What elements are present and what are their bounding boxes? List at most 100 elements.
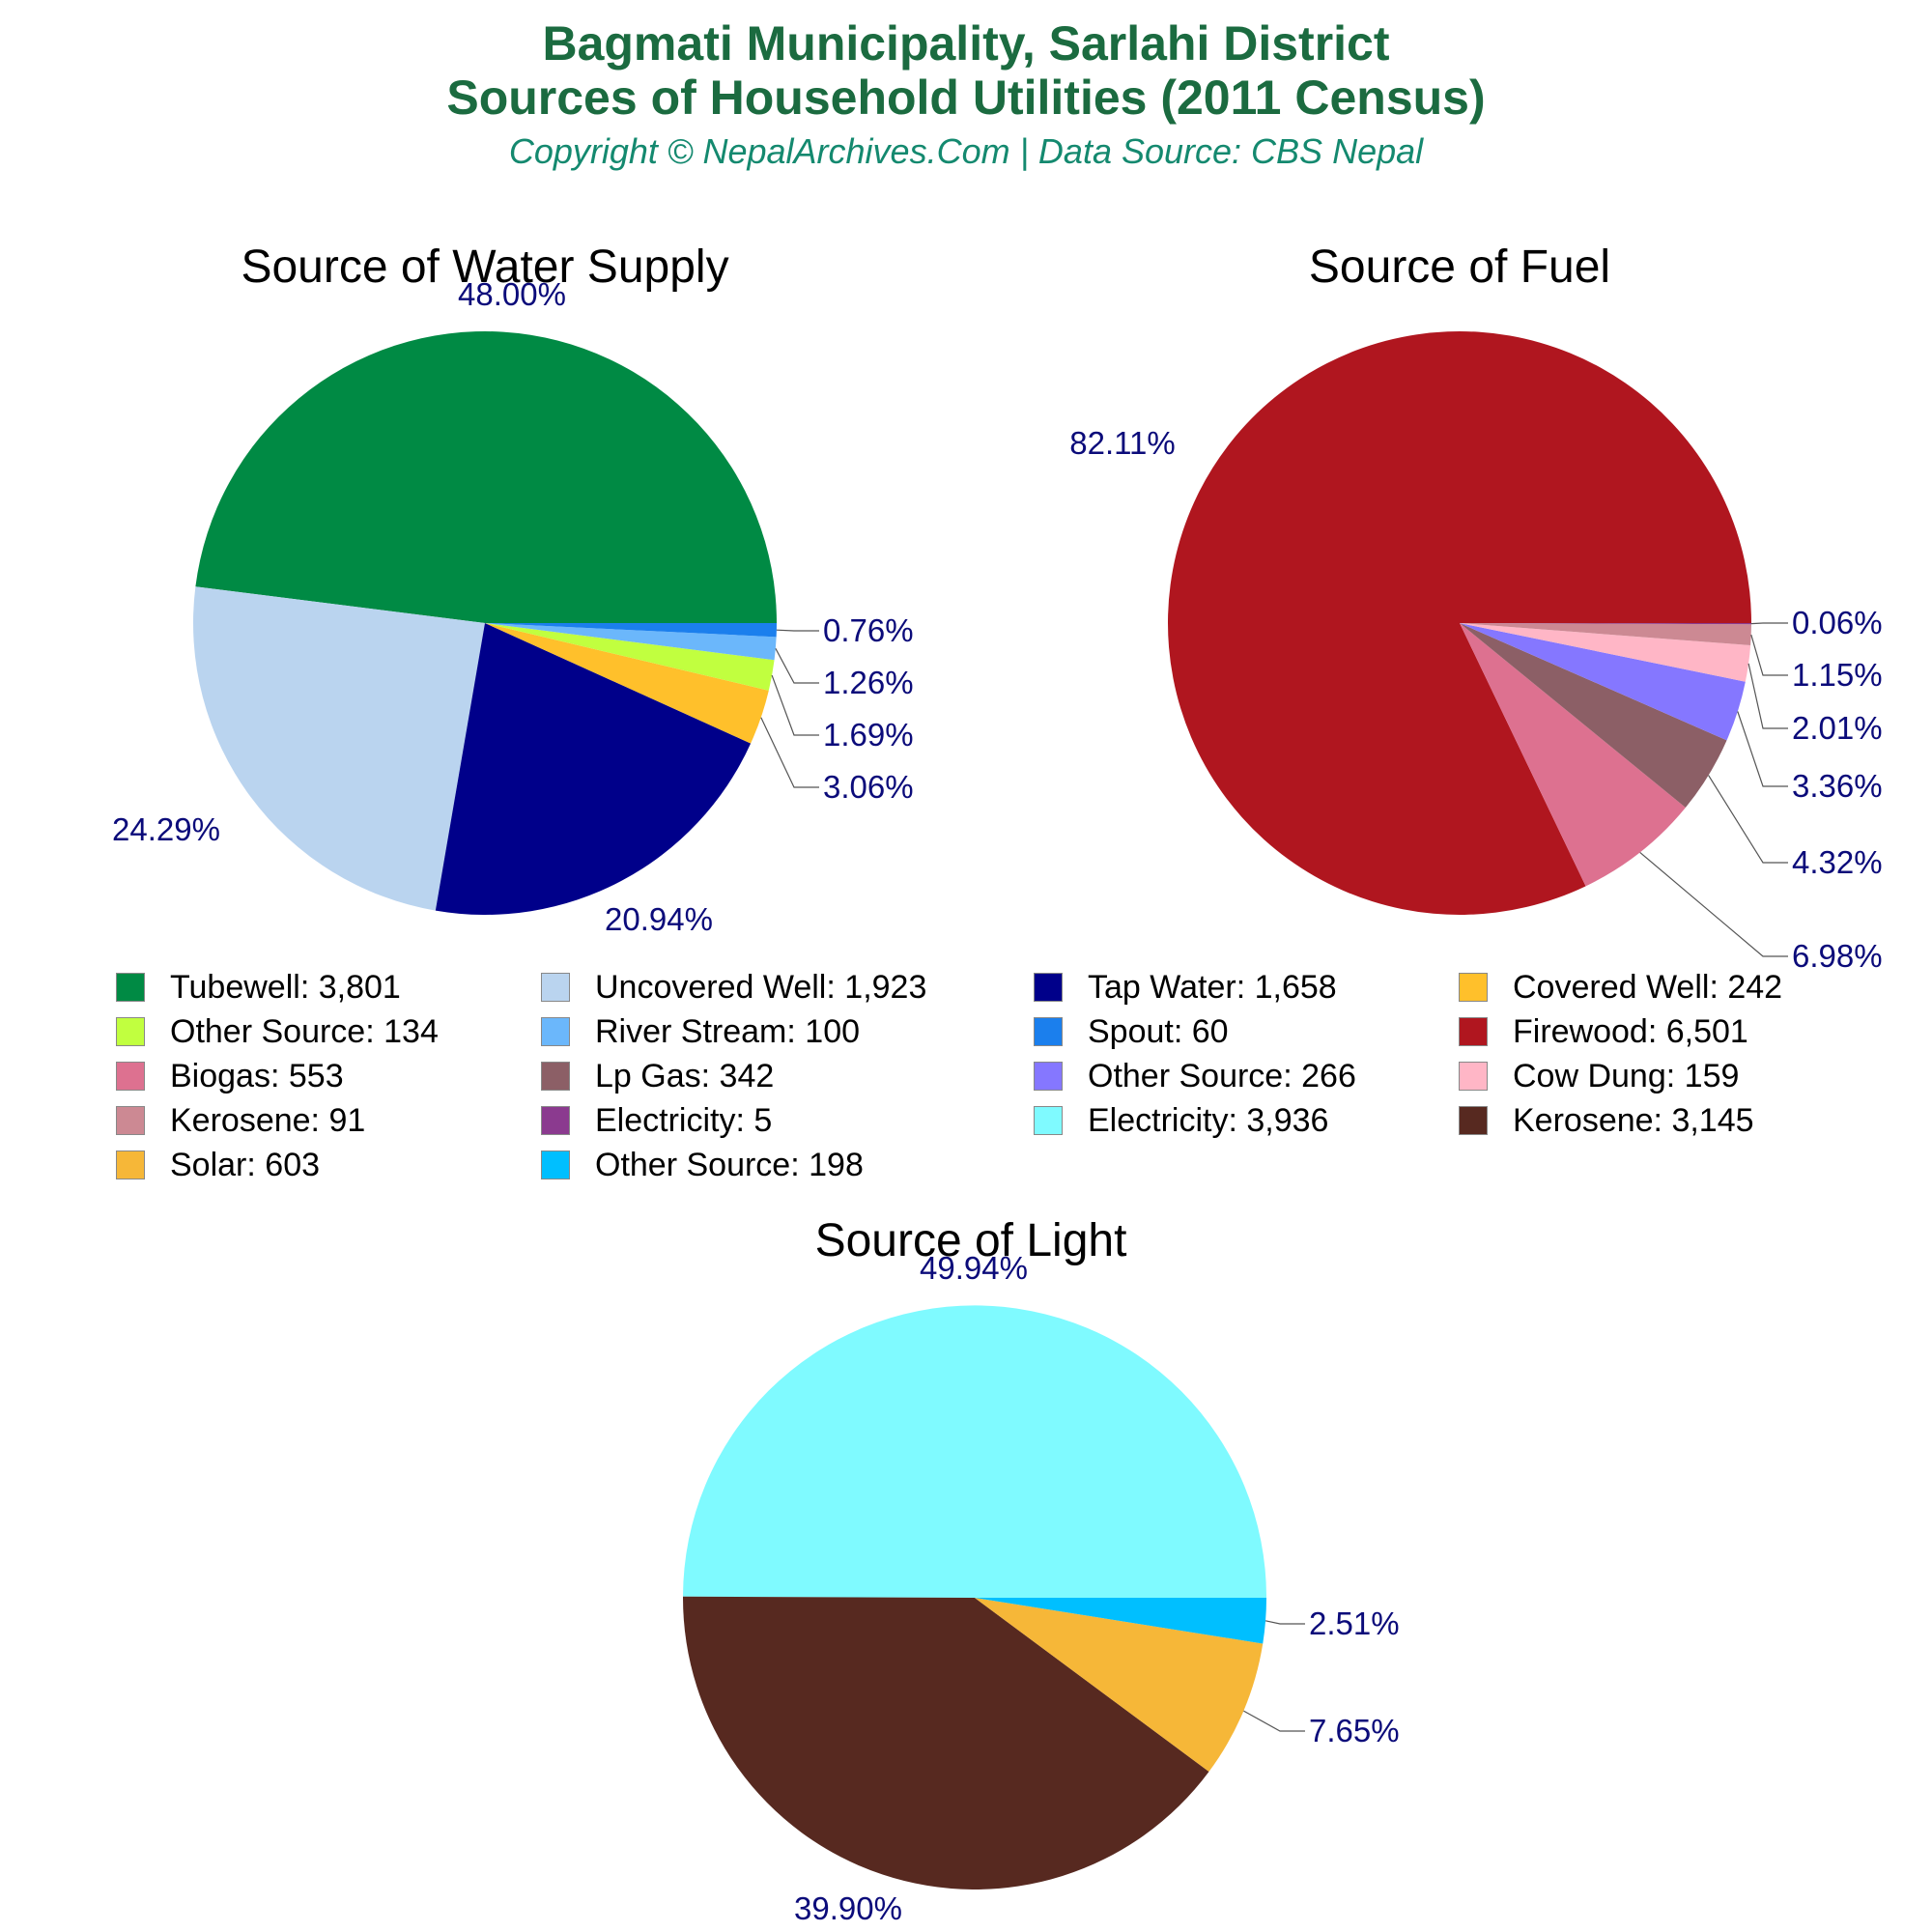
legend-value: 3,801 xyxy=(318,968,401,1006)
legend-label: Spout: 60 xyxy=(1088,1012,1229,1050)
legend-category: River Stream xyxy=(595,1012,787,1050)
legend-category: Lp Gas xyxy=(595,1057,701,1094)
chart-title: Source of Light xyxy=(815,1215,1127,1266)
leader-line xyxy=(1750,622,1788,625)
percent-label-kerosene: 1.15% xyxy=(1792,657,1883,693)
legend-item-tubewell: Tubewell: 3,801 xyxy=(116,966,401,1009)
legend-swatch xyxy=(1459,1017,1488,1046)
percent-label-other-source: 1.69% xyxy=(823,717,914,753)
percent-label-cow-dung: 2.01% xyxy=(1792,710,1883,746)
slice-electricity xyxy=(1460,623,1752,625)
legend-value: 6,501 xyxy=(1665,1012,1748,1050)
slice-biogas xyxy=(1460,623,1686,887)
legend-item-solar: Solar: 603 xyxy=(116,1144,320,1186)
legend-label: Uncovered Well: 1,923 xyxy=(595,968,927,1006)
legend-label: Firewood: 6,501 xyxy=(1513,1012,1748,1050)
legend-value: 5 xyxy=(753,1101,773,1139)
slice-lp-gas xyxy=(1460,623,1727,809)
legend-label: Kerosene: 3,145 xyxy=(1513,1101,1754,1139)
legend-item-electricity: Electricity: 3,936 xyxy=(1034,1099,1328,1142)
legend-label: Other Source: 134 xyxy=(170,1012,439,1050)
legend-label: Tubewell: 3,801 xyxy=(170,968,401,1006)
legend-item-river-stream: River Stream: 100 xyxy=(541,1010,860,1053)
legend-category: Electricity xyxy=(1088,1101,1229,1139)
legend-label: Kerosene: 91 xyxy=(170,1101,366,1139)
legend-value: 91 xyxy=(328,1101,366,1139)
pie-source-of-fuel: Source of Fuel 82.11% 6.98% 4.32% 3.36% 2.01%… xyxy=(1069,242,1882,974)
leader-line xyxy=(1750,634,1788,676)
legend-value: 3,936 xyxy=(1246,1101,1329,1139)
legend-swatch xyxy=(1459,973,1488,1002)
main-title-line-1: Bagmati Municipality, Sarlahi District xyxy=(542,16,1390,71)
legend-swatch xyxy=(116,1106,145,1135)
legend-value: 60 xyxy=(1191,1012,1229,1050)
legend-swatch xyxy=(1459,1062,1488,1091)
leader-line xyxy=(1639,851,1788,957)
legend-item-kerosene: Kerosene: 91 xyxy=(116,1099,365,1142)
percent-label-electricity: 0.06% xyxy=(1792,605,1883,640)
legend-category: Uncovered Well xyxy=(595,968,827,1006)
legend-category: Kerosene xyxy=(1513,1101,1654,1139)
slice-cow-dung xyxy=(1460,623,1751,682)
legend-value: 1,923 xyxy=(844,968,927,1006)
leader-line xyxy=(1264,1620,1305,1625)
percent-label-spout: 0.76% xyxy=(823,612,914,648)
leader-line xyxy=(760,717,819,788)
legend-swatch xyxy=(541,1017,570,1046)
percent-label-lp-gas: 4.32% xyxy=(1792,844,1883,880)
chart-title: Source of Fuel xyxy=(1309,242,1610,293)
legend-item-other-source: Other Source: 198 xyxy=(541,1144,864,1186)
legend-item-biogas: Biogas: 553 xyxy=(116,1055,344,1097)
legend-value: 603 xyxy=(265,1146,321,1183)
legend-swatch xyxy=(116,1151,145,1179)
legend-value: 134 xyxy=(384,1012,439,1050)
subtitle: Copyright © NepalArchives.Com | Data Sou… xyxy=(508,131,1424,171)
slice-spout xyxy=(485,623,777,638)
legend-swatch xyxy=(1034,1017,1063,1046)
slice-other-source xyxy=(1460,623,1746,741)
legend-category: Tubewell xyxy=(170,968,300,1006)
legend-swatch xyxy=(116,1062,145,1091)
legend-category: Kerosene xyxy=(170,1101,311,1139)
legend-swatch xyxy=(541,973,570,1002)
leader-line xyxy=(776,629,819,632)
chart-title: Source of Water Supply xyxy=(241,242,728,293)
legend-item-other-source: Other Source: 134 xyxy=(116,1010,439,1053)
leader-line xyxy=(1747,663,1788,729)
slice-firewood xyxy=(1168,331,1751,916)
legend-item-cow-dung: Cow Dung: 159 xyxy=(1459,1055,1739,1097)
legend-value: 266 xyxy=(1301,1057,1356,1094)
legend-value: 242 xyxy=(1727,968,1783,1006)
legend-category: Covered Well xyxy=(1513,968,1710,1006)
legend-item-spout: Spout: 60 xyxy=(1034,1010,1229,1053)
legend-item-firewood: Firewood: 6,501 xyxy=(1459,1010,1748,1053)
main-title-line-2: Sources of Household Utilities (2011 Cen… xyxy=(446,71,1486,125)
legend-category: Solar xyxy=(170,1146,247,1183)
slice-river-stream xyxy=(485,623,777,661)
percent-label-solar: 7.65% xyxy=(1309,1713,1400,1748)
slice-kerosene xyxy=(1460,623,1751,645)
legend-label: River Stream: 100 xyxy=(595,1012,861,1050)
legend-category: Other Source xyxy=(1088,1057,1284,1094)
legend-label: Electricity: 3,936 xyxy=(1088,1101,1329,1139)
slice-solar xyxy=(975,1598,1264,1772)
legend-item-covered-well: Covered Well: 242 xyxy=(1459,966,1782,1009)
slice-tubewell xyxy=(195,330,777,623)
slice-uncovered-well xyxy=(192,586,485,911)
legend-category: Cow Dung xyxy=(1513,1057,1666,1094)
percent-label-kerosene: 39.90% xyxy=(794,1890,902,1926)
legend-label: Biogas: 553 xyxy=(170,1057,344,1094)
legend-label: Electricity: 5 xyxy=(595,1101,773,1139)
legend-item-kerosene: Kerosene: 3,145 xyxy=(1459,1099,1754,1142)
percent-label-covered-well: 3.06% xyxy=(823,769,914,805)
percent-label-river-stream: 1.26% xyxy=(823,665,914,700)
legend-label: Solar: 603 xyxy=(170,1146,321,1183)
percent-label-biogas: 6.98% xyxy=(1792,938,1883,974)
percent-label-other-source: 2.51% xyxy=(1309,1605,1400,1641)
leader-line xyxy=(1708,775,1788,864)
slice-other-source xyxy=(975,1598,1266,1644)
